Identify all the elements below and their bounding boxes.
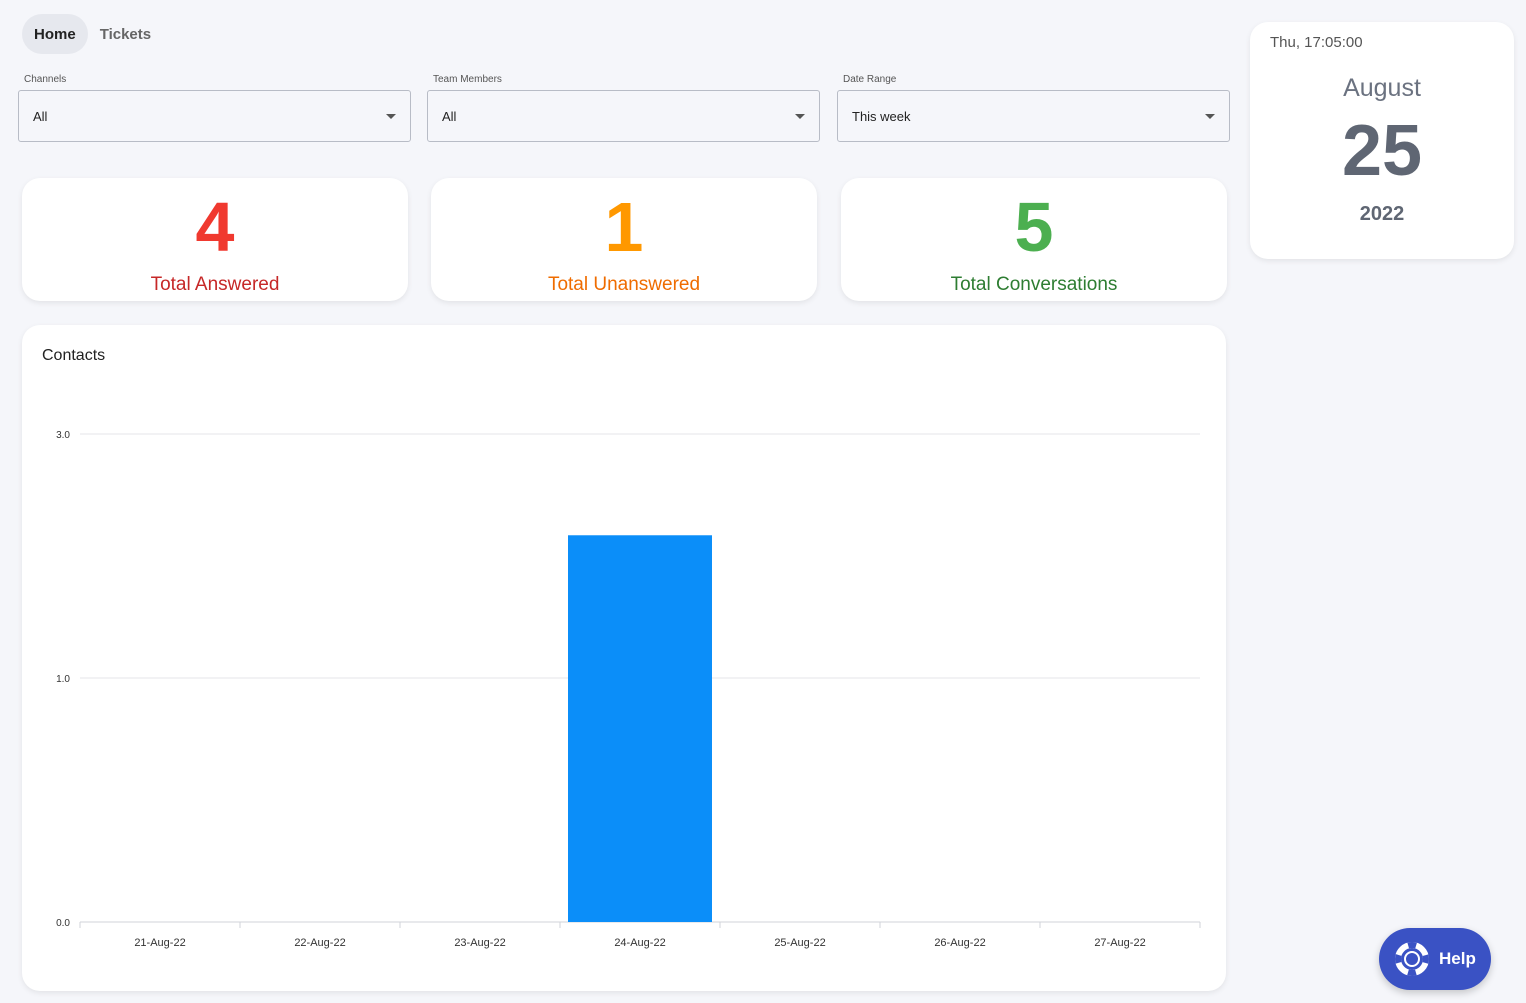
total-unanswered-label: Total Unanswered (547, 274, 701, 295)
total-answered-card: 4 Total Answered (22, 178, 408, 301)
total-conversations-card: 5 Total Conversations (841, 178, 1227, 301)
x-tick-label: 25-Aug-22 (774, 937, 825, 949)
date-range-value: This week (852, 108, 911, 124)
year: 2022 (1359, 203, 1405, 225)
help-button[interactable]: Help (1379, 928, 1491, 990)
team-members-filter: Team Members All (427, 74, 820, 142)
total-answered-value: 4 (195, 188, 235, 266)
channels-label: Channels (24, 74, 67, 85)
y-tick-label: 0.0 (56, 918, 70, 929)
x-tick-label: 24-Aug-22 (614, 937, 665, 949)
y-tick-label: 3.0 (56, 430, 70, 441)
tab-home[interactable]: Home (22, 14, 88, 54)
x-tick-label: 22-Aug-22 (294, 937, 345, 949)
total-unanswered-card: 1 Total Unanswered (431, 178, 817, 301)
team-members-select[interactable]: All (427, 90, 820, 142)
total-conversations-value: 5 (1014, 188, 1054, 266)
chevron-down-icon (1205, 113, 1215, 119)
date-range-label: Date Range (843, 74, 897, 85)
chevron-down-icon (795, 113, 805, 119)
tab-tickets[interactable]: Tickets (99, 25, 152, 43)
contacts-chart-card: Contacts 0.0 1.0 3.0 21-Aug-22 22-Aug-22 23-A… (22, 325, 1226, 991)
clock: Thu, 17:05:00 (1270, 34, 1363, 51)
total-conversations-label: Total Conversations (950, 274, 1118, 295)
chevron-down-icon (386, 113, 396, 119)
x-tick-label: 27-Aug-22 (1094, 937, 1145, 949)
lifebuoy-icon (1395, 942, 1429, 976)
help-label: Help (1439, 949, 1476, 968)
contacts-chart: 0.0 1.0 3.0 21-Aug-22 22-Aug-22 23-Aug-22 24-A… (56, 430, 1201, 949)
team-members-label: Team Members (433, 74, 502, 85)
bar (568, 535, 712, 922)
chart-title: Contacts (42, 347, 106, 364)
x-tick-label: 21-Aug-22 (134, 937, 185, 949)
y-tick-label: 1.0 (56, 674, 70, 685)
total-answered-label: Total Answered (150, 274, 280, 295)
channels-filter: Channels All (18, 74, 411, 142)
channels-value: All (33, 108, 48, 124)
total-unanswered-value: 1 (604, 188, 644, 266)
x-tick-label: 26-Aug-22 (934, 937, 985, 949)
x-tick-label: 23-Aug-22 (454, 937, 505, 949)
date-range-filter: Date Range This week (837, 74, 1230, 142)
day: 25 (1341, 111, 1423, 191)
date-card: Thu, 17:05:00 August 25 2022 (1250, 22, 1514, 259)
month: August (1343, 74, 1421, 102)
team-members-value: All (442, 108, 457, 124)
date-range-select[interactable]: This week (837, 90, 1230, 142)
nav-tabs: Home Tickets (22, 14, 163, 54)
channels-select[interactable]: All (18, 90, 411, 142)
